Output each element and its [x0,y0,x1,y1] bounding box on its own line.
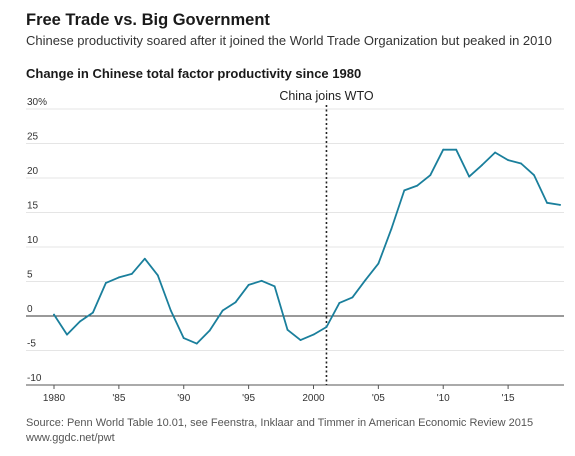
data-point [351,296,354,299]
y-tick-label: -5 [27,339,36,350]
data-point [247,284,250,286]
data-point [104,281,107,284]
series-line-tfp [53,148,561,345]
data-point [416,184,419,187]
data-point [221,309,224,312]
data-point [156,274,159,277]
x-tick-label: '95 [242,393,255,404]
data-point [66,333,68,336]
data-point [92,311,94,314]
source-line: Source: Penn World Table 10.01, see Feen… [26,417,534,429]
y-tick-label: 5 [27,270,33,281]
data-point [143,257,146,260]
y-tick-label: -10 [27,373,42,384]
y-tick-label: 25 [27,132,39,143]
data-point [195,342,198,345]
x-tick-label: '05 [372,393,385,404]
y-tick-label: 30% [27,97,47,108]
x-tick-label: '15 [502,393,515,404]
data-point [325,326,328,328]
data-point [390,228,393,230]
x-tick-label: '85 [112,393,125,404]
data-point [260,279,263,282]
data-point [468,175,471,178]
data-point [546,201,548,204]
data-point [481,163,484,166]
data-point [520,162,522,165]
data-point [403,189,406,192]
data-point [442,148,445,151]
data-point [533,174,535,177]
data-point [338,301,341,304]
data-point [79,320,81,323]
data-point [494,151,497,154]
data-point [559,204,561,206]
data-point [507,159,510,161]
data-point [53,313,55,316]
data-point [429,174,432,177]
source-note: Source: Penn World Table 10.01, see Feen… [26,416,533,446]
figure-subtitle: Chinese productivity soared after it joi… [26,33,552,48]
figure-title: Free Trade vs. Big Government [26,11,270,29]
y-tick-label: 15 [27,201,39,212]
y-tick-label: 0 [27,304,33,315]
data-point [117,276,120,279]
data-point [169,309,172,312]
data-point [273,285,276,288]
x-tick-label: 1980 [43,393,66,404]
x-tick-label: 2000 [302,393,325,404]
data-point [312,333,315,336]
chart-title: Change in Chinese total factor productiv… [26,66,362,81]
data-point [234,301,237,304]
data-point [130,273,133,275]
data-point [182,337,185,339]
y-tick-label: 20 [27,166,39,177]
x-tick-label: '90 [177,393,190,404]
data-point [364,279,367,282]
y-tick-label: 10 [27,235,39,246]
x-tick-label: '10 [437,393,450,404]
data-point [299,339,302,342]
data-point [208,329,211,332]
source-url: www.ggdc.net/pwt [26,432,115,444]
wto-annotation-label: China joins WTO [279,89,374,103]
data-point [286,328,289,331]
data-point [455,148,458,151]
data-point [377,262,380,265]
